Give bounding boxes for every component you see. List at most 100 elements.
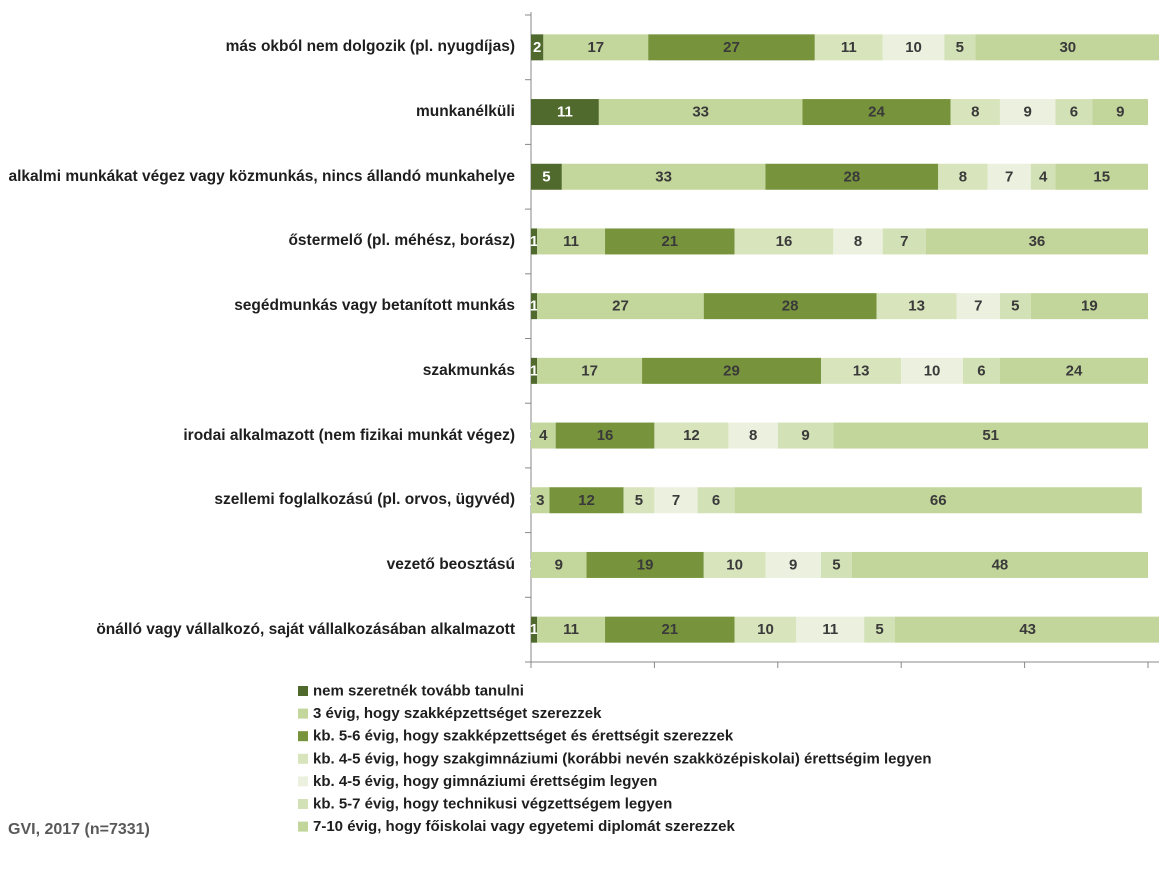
data-label: 10 xyxy=(924,362,941,379)
bar-segment xyxy=(925,228,1148,255)
bar-segment xyxy=(623,487,655,514)
data-label: 12 xyxy=(578,492,595,509)
bar-segment xyxy=(531,616,538,643)
data-label: 1 xyxy=(530,621,538,638)
bar-segment xyxy=(1055,163,1148,190)
bar-segment xyxy=(734,616,797,643)
data-label: 33 xyxy=(655,168,672,185)
data-label: 30 xyxy=(1059,39,1076,56)
data-label: 19 xyxy=(1081,298,1098,315)
bar-segment xyxy=(999,357,1148,384)
data-label: 21 xyxy=(661,621,678,638)
bar-segment xyxy=(987,163,1031,190)
data-label: 10 xyxy=(905,39,922,56)
data-label: 7 xyxy=(974,298,982,315)
bar-segment xyxy=(543,34,649,61)
category-label: alkalmi munkákat végez vagy közmunkás, n… xyxy=(0,149,515,205)
bar-segment xyxy=(833,228,883,255)
category-label: vezető beosztású xyxy=(0,537,515,593)
data-label: 29 xyxy=(723,362,740,379)
bar-segment xyxy=(642,357,821,384)
bar-segment xyxy=(833,422,1148,449)
data-label: 7 xyxy=(672,492,680,509)
data-label: 2 xyxy=(533,39,541,56)
data-label: 13 xyxy=(908,298,925,315)
data-label: 17 xyxy=(581,362,598,379)
data-label: 8 xyxy=(854,233,862,250)
data-label: 28 xyxy=(782,298,799,315)
category-label: irodai alkalmazott (nem fizikai munkát v… xyxy=(0,408,515,464)
bar-segment xyxy=(975,34,1159,61)
data-label: 7 xyxy=(1005,168,1013,185)
category-label: őstermelő (pl. méhész, borász) xyxy=(0,213,515,269)
bar-segment xyxy=(531,422,556,449)
bar-segment xyxy=(531,357,538,384)
data-label: 8 xyxy=(971,104,979,121)
bar-segment xyxy=(697,487,735,514)
category-label: munkanélküli xyxy=(0,84,515,140)
data-label: 6 xyxy=(1070,104,1078,121)
data-label: 6 xyxy=(712,492,720,509)
bar-segment xyxy=(654,487,698,514)
bar-segment xyxy=(531,487,550,514)
bar-segment xyxy=(1030,163,1056,190)
category-text: vezető beosztású xyxy=(386,555,515,573)
bar-segment xyxy=(938,163,988,190)
data-label: 21 xyxy=(661,233,678,250)
category-label: segédmunkás vagy betanított munkás xyxy=(0,278,515,334)
data-label: 19 xyxy=(637,556,654,573)
bar-segment xyxy=(654,422,729,449)
bar-segment xyxy=(765,163,939,190)
legend-label: kb. 4-5 évig, hogy szakgimnáziumi (koráb… xyxy=(313,750,932,767)
data-label: 9 xyxy=(801,427,809,444)
bar-segment xyxy=(605,616,735,643)
bar-segment xyxy=(796,616,865,643)
bar-segment xyxy=(882,34,945,61)
data-label: 6 xyxy=(977,362,985,379)
bar-segment xyxy=(962,357,1000,384)
bar-segment xyxy=(1030,293,1148,320)
bar-segment xyxy=(882,228,926,255)
data-label: 5 xyxy=(875,621,883,638)
bar-segment xyxy=(648,34,815,61)
category-text: önálló vagy vállalkozó, saját vállalkozá… xyxy=(96,620,515,638)
bar-segment xyxy=(864,616,896,643)
bar-segment xyxy=(734,228,834,255)
data-label: 4 xyxy=(539,427,548,444)
bar-segment xyxy=(537,293,704,320)
category-label: szakmunkás xyxy=(0,343,515,399)
data-label: 10 xyxy=(726,556,743,573)
category-label: szellemi foglalkozású (pl. orvos, ügyvéd… xyxy=(0,472,515,528)
bar-segment xyxy=(851,551,1148,578)
data-label: 11 xyxy=(822,621,838,638)
data-label: 33 xyxy=(692,104,709,121)
data-label: 11 xyxy=(563,621,579,638)
data-label: 17 xyxy=(587,39,604,56)
data-label: 27 xyxy=(723,39,740,56)
data-label: 11 xyxy=(557,104,573,121)
bar-segment xyxy=(765,551,821,578)
data-label: 16 xyxy=(776,233,793,250)
data-label: 5 xyxy=(542,168,550,185)
bar-segment xyxy=(537,616,606,643)
legend-swatch xyxy=(298,799,308,809)
legend-swatch xyxy=(298,753,308,764)
bar-segment xyxy=(537,357,643,384)
legend-label: kb. 5-6 évig, hogy szakképzettséget és é… xyxy=(313,728,734,745)
data-label: 43 xyxy=(1019,621,1036,638)
source-note: GVI, 2017 (n=7331) xyxy=(8,821,150,838)
data-label: 5 xyxy=(635,492,643,509)
category-label: más okból nem dolgozik (pl. nyugdíjas) xyxy=(0,19,515,75)
bar-segment xyxy=(999,293,1031,320)
data-label: 24 xyxy=(1066,362,1083,379)
legend-label: 7-10 évig, hogy főiskolai vagy egyetemi … xyxy=(313,818,735,835)
data-label: 66 xyxy=(930,492,947,509)
data-label: 9 xyxy=(1024,104,1032,121)
data-label: 8 xyxy=(749,427,757,444)
data-label: 36 xyxy=(1029,233,1046,250)
legend-swatch xyxy=(298,776,308,787)
bar-segment xyxy=(605,228,735,255)
bar-segment xyxy=(820,357,902,384)
